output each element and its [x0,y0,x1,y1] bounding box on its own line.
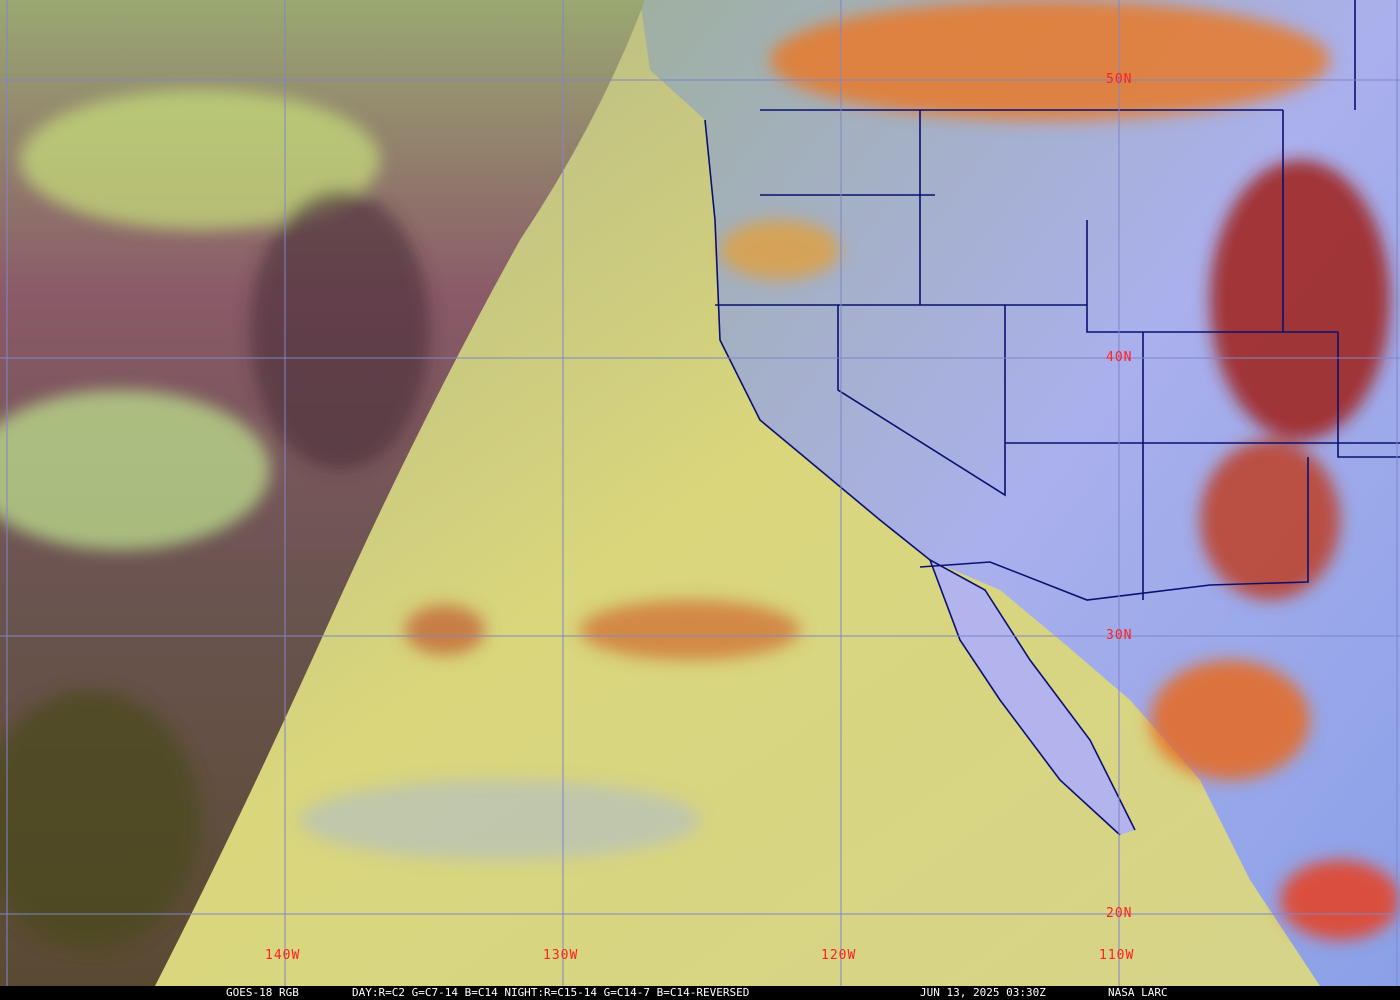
baja-peninsula [930,560,1135,835]
cloud-masses [0,0,1400,950]
lat-label-50n: 50N [1106,72,1133,87]
lon-label-120w: 120W [821,948,857,963]
lon-label-110w: 110W [1099,948,1135,963]
satellite-name: GOES-18 RGB [226,986,299,999]
lon-label-130w: 130W [543,948,579,963]
lat-label-40n: 40N [1106,350,1133,365]
political-boundaries [704,0,1400,836]
lat-label-20n: 20N [1106,906,1133,921]
observation-time: JUN 13, 2025 03:30Z [920,986,1046,999]
lon-label-140w: 140W [265,948,301,963]
image-caption-bar: GOES-18 RGB DAY:R=C2 G=C7-14 B=C14 NIGHT… [0,986,1400,1000]
lat-label-30n: 30N [1106,628,1133,643]
credit: NASA LARC [1108,986,1168,999]
rgb-recipe: DAY:R=C2 G=C7-14 B=C14 NIGHT:R=C15-14 G=… [352,986,750,999]
